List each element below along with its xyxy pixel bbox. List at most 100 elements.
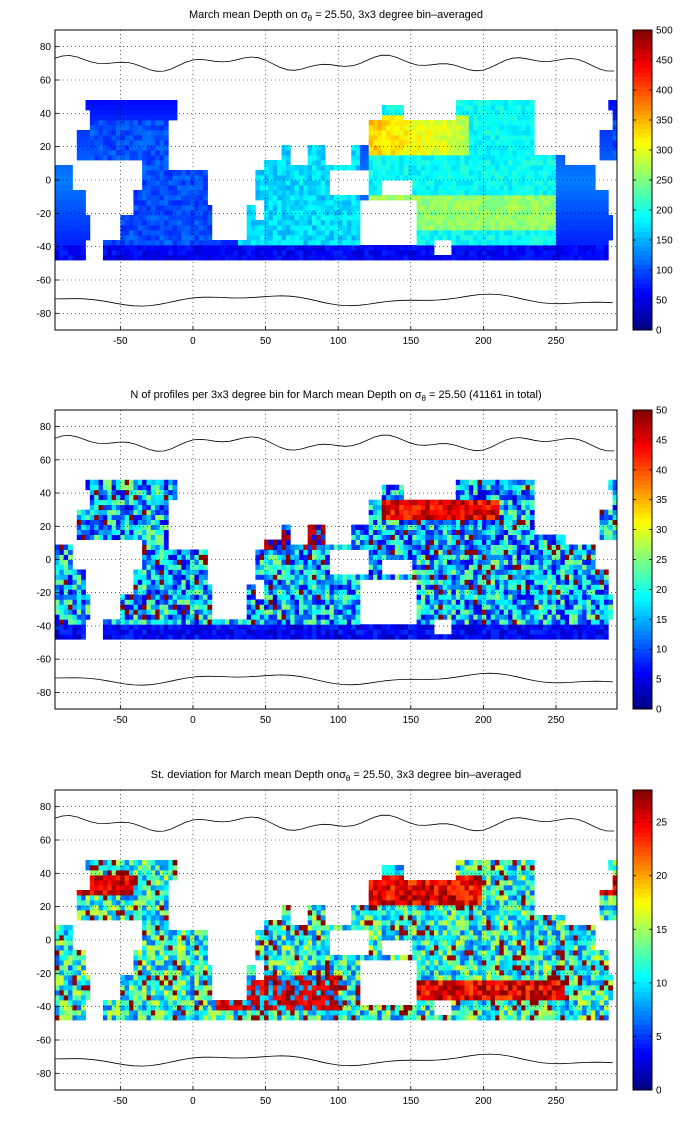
heatmap-cell bbox=[369, 160, 374, 165]
heatmap-cell bbox=[325, 560, 330, 565]
heatmap-cell bbox=[521, 220, 526, 225]
heatmap-cell bbox=[316, 255, 321, 260]
heatmap-cell bbox=[351, 594, 356, 599]
heatmap-cell bbox=[277, 609, 282, 614]
heatmap-cell bbox=[517, 155, 522, 160]
heatmap-cell bbox=[173, 250, 178, 255]
heatmap-cell bbox=[72, 205, 77, 210]
heatmap-cell bbox=[404, 629, 409, 634]
heatmap-cell bbox=[582, 205, 587, 210]
heatmap-cell bbox=[55, 180, 60, 185]
heatmap-cell bbox=[120, 530, 125, 535]
heatmap-cell bbox=[412, 545, 417, 550]
y-tick-label: 20 bbox=[40, 142, 52, 153]
heatmap-cell bbox=[499, 584, 504, 589]
heatmap-cell bbox=[486, 599, 491, 604]
heatmap-cell bbox=[290, 220, 295, 225]
heatmap-cell bbox=[512, 245, 517, 250]
heatmap-cell bbox=[456, 545, 461, 550]
heatmap-cell bbox=[238, 245, 243, 250]
heatmap-cell bbox=[552, 235, 557, 240]
heatmap-cell bbox=[604, 145, 609, 150]
heatmap-cell bbox=[142, 240, 147, 245]
heatmap-cell bbox=[417, 525, 422, 530]
x-tick-label: 250 bbox=[548, 336, 565, 347]
heatmap-cell bbox=[369, 564, 374, 569]
heatmap-cell bbox=[412, 250, 417, 255]
heatmap-cell bbox=[264, 545, 269, 550]
heatmap-cell bbox=[438, 594, 443, 599]
heatmap-cell bbox=[146, 195, 151, 200]
heatmap-cell bbox=[186, 255, 191, 260]
heatmap-cell bbox=[377, 564, 382, 569]
heatmap-cell bbox=[473, 165, 478, 170]
heatmap-cell bbox=[151, 564, 156, 569]
heatmap-cell bbox=[94, 130, 99, 135]
heatmap-cell bbox=[425, 240, 430, 245]
heatmap-cell bbox=[530, 110, 535, 115]
heatmap-cell bbox=[430, 540, 435, 545]
heatmap-cell bbox=[303, 634, 308, 639]
heatmap-cell bbox=[504, 130, 509, 135]
heatmap-cell bbox=[277, 619, 282, 624]
heatmap-cell bbox=[168, 170, 173, 175]
heatmap-cell bbox=[151, 195, 156, 200]
heatmap-cell bbox=[443, 175, 448, 180]
heatmap-cell bbox=[160, 555, 165, 560]
heatmap-cell bbox=[94, 120, 99, 125]
heatmap-cell bbox=[142, 215, 147, 220]
heatmap-cell bbox=[160, 205, 165, 210]
heatmap-cell bbox=[282, 185, 287, 190]
heatmap-cell bbox=[478, 215, 483, 220]
heatmap-cell bbox=[334, 215, 339, 220]
heatmap-cell bbox=[199, 200, 204, 205]
heatmap-cell bbox=[486, 115, 491, 120]
heatmap-cell bbox=[277, 574, 282, 579]
heatmap-cell bbox=[417, 515, 422, 520]
heatmap-cell bbox=[286, 175, 291, 180]
heatmap-cell bbox=[469, 170, 474, 175]
heatmap-cell bbox=[168, 255, 173, 260]
heatmap-cell bbox=[290, 225, 295, 230]
heatmap-cell bbox=[486, 185, 491, 190]
heatmap-cell bbox=[94, 115, 99, 120]
heatmap-cell bbox=[151, 550, 156, 555]
heatmap-cell bbox=[125, 619, 130, 624]
heatmap-cell bbox=[146, 230, 151, 235]
heatmap-cell bbox=[469, 530, 474, 535]
heatmap-cell bbox=[164, 165, 169, 170]
heatmap-cell bbox=[456, 190, 461, 195]
heatmap-cell bbox=[164, 564, 169, 569]
heatmap-cell bbox=[386, 540, 391, 545]
heatmap-cell bbox=[521, 205, 526, 210]
heatmap-cell bbox=[199, 210, 204, 215]
heatmap-cell bbox=[517, 210, 522, 215]
heatmap-cell bbox=[521, 210, 526, 215]
heatmap-cell bbox=[343, 594, 348, 599]
heatmap-cell bbox=[142, 560, 147, 565]
heatmap-cell bbox=[465, 115, 470, 120]
heatmap-cell bbox=[155, 569, 160, 574]
heatmap-cell bbox=[486, 540, 491, 545]
heatmap-cell bbox=[499, 480, 504, 485]
heatmap-cell bbox=[404, 120, 409, 125]
heatmap-cell bbox=[373, 629, 378, 634]
heatmap-cell bbox=[473, 495, 478, 500]
heatmap-cell bbox=[521, 579, 526, 584]
heatmap-cell bbox=[499, 135, 504, 140]
heatmap-cell bbox=[286, 535, 291, 540]
heatmap-cell bbox=[539, 235, 544, 240]
heatmap-cell bbox=[430, 215, 435, 220]
heatmap-cell bbox=[351, 614, 356, 619]
heatmap-cell bbox=[430, 629, 435, 634]
heatmap-cell bbox=[312, 525, 317, 530]
heatmap-cell bbox=[103, 490, 108, 495]
colorbar-segment bbox=[633, 185, 652, 190]
heatmap-cell bbox=[194, 175, 199, 180]
heatmap-cell bbox=[504, 540, 509, 545]
heatmap-cell bbox=[517, 205, 522, 210]
heatmap-cell bbox=[120, 115, 125, 120]
heatmap-cell bbox=[430, 145, 435, 150]
heatmap-cell bbox=[155, 584, 160, 589]
heatmap-cell bbox=[325, 195, 330, 200]
